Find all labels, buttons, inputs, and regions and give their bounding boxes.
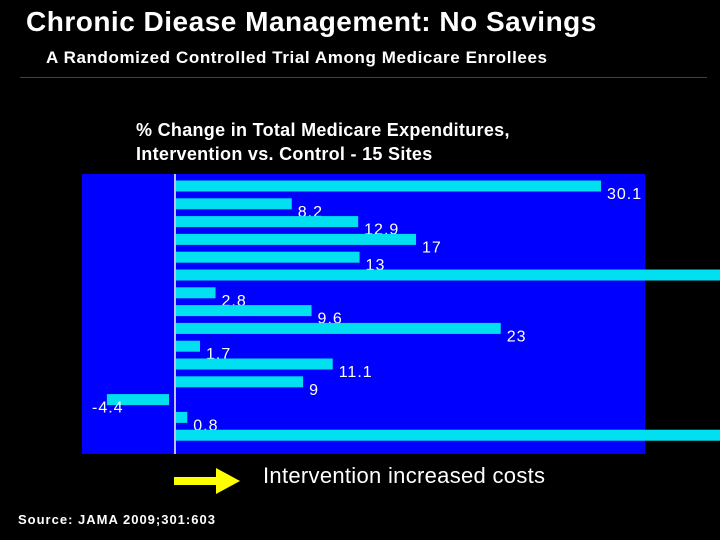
bar-site-8 — [176, 305, 312, 317]
bar-site-10 — [176, 340, 201, 352]
bar-site-3 — [176, 216, 359, 228]
bar-site-4 — [176, 233, 417, 245]
bar-site-13 — [106, 394, 169, 406]
source-citation: Source: JAMA 2009;301:603 — [18, 512, 216, 527]
bar-site-12 — [176, 376, 304, 388]
bar-site-7 — [176, 287, 216, 299]
data-label-site-11: 11.1 — [339, 364, 373, 381]
data-label-site-4: 17 — [422, 239, 442, 256]
bar-site-15 — [176, 429, 720, 441]
bar-site-5 — [176, 251, 360, 263]
annotation-text: Intervention increased costs — [263, 463, 546, 488]
data-label-site-1: 30.1 — [607, 186, 642, 203]
bar-site-1 — [176, 180, 601, 192]
plot-area — [82, 174, 645, 454]
bar-site-2 — [176, 198, 292, 210]
slide-title: Chronic Diease Management: No Savings — [26, 6, 597, 37]
bar-site-9 — [176, 322, 501, 334]
bar-site-14 — [176, 411, 188, 423]
slide-subtitle: A Randomized Controlled Trial Among Medi… — [46, 48, 548, 67]
chart-title-line-2: Intervention vs. Control - 15 Sites — [136, 144, 433, 164]
data-label-site-12: 9 — [309, 382, 319, 399]
data-label-site-13: -4.4 — [92, 400, 124, 417]
chart-title: % Change in Total Medicare Expenditures,… — [136, 118, 510, 166]
chart-title-line-1: % Change in Total Medicare Expenditures, — [136, 120, 510, 140]
data-label-site-9: 23 — [507, 328, 527, 345]
bar-site-11 — [176, 358, 333, 370]
bar-site-6 — [176, 269, 720, 281]
right-arrow-icon — [174, 468, 240, 494]
title-divider — [20, 77, 707, 78]
